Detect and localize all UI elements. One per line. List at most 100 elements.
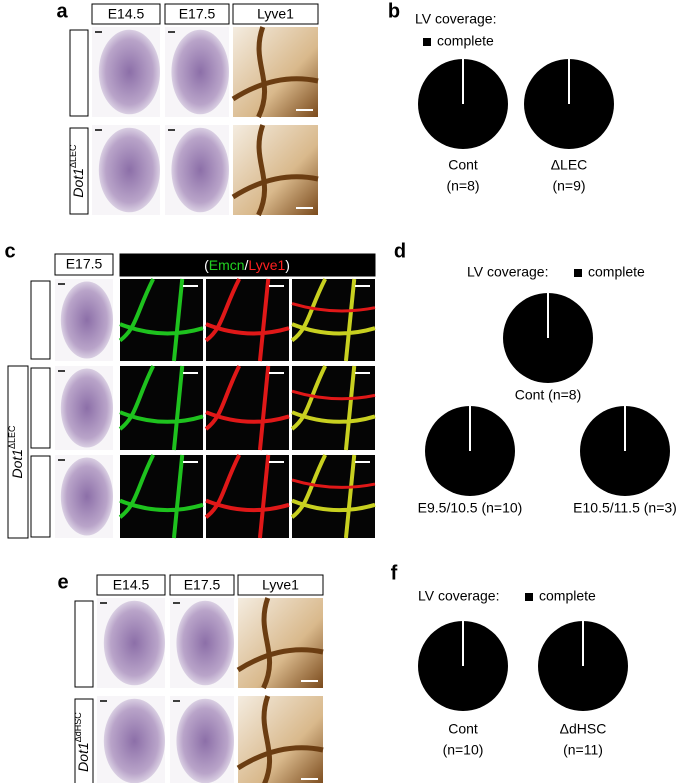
micrograph — [55, 455, 113, 538]
micrograph — [290, 454, 376, 539]
stain-separator: / — [245, 257, 249, 273]
micrograph — [290, 365, 376, 451]
box — [7, 365, 29, 539]
embryo — [103, 600, 165, 686]
box — [119, 253, 376, 277]
micrograph — [118, 278, 204, 362]
embryo — [171, 127, 229, 213]
image-bg — [292, 279, 375, 361]
superscript: ΔLEC — [68, 144, 78, 168]
embryo — [98, 127, 160, 213]
box — [237, 574, 324, 596]
vessel — [204, 454, 290, 539]
superscript: ΔdHSC — [73, 712, 83, 743]
image-bg — [238, 598, 323, 688]
column-header: E17.5 — [66, 256, 103, 272]
micrograph — [97, 696, 165, 783]
image-bg — [292, 366, 375, 450]
embryo — [60, 281, 113, 359]
vessel — [291, 478, 376, 489]
micrograph — [97, 598, 165, 688]
image-bg — [120, 279, 203, 361]
column-header: E14.5 — [113, 577, 150, 593]
vessel — [290, 278, 376, 362]
image-bg — [206, 366, 289, 450]
vessel — [204, 365, 290, 451]
vessel — [290, 365, 376, 451]
pie-n: (n=11) — [563, 742, 603, 758]
box — [54, 253, 114, 276]
micrograph — [92, 125, 160, 215]
panel-letter: b — [388, 0, 400, 22]
column-header: E17.5 — [184, 577, 221, 593]
pie-label: Cont — [448, 721, 478, 737]
micrograph — [165, 27, 229, 117]
box — [74, 600, 94, 688]
embryo — [98, 29, 160, 115]
micrograph — [231, 26, 319, 119]
image-bg — [233, 27, 318, 117]
pie-n: (n=9) — [552, 178, 585, 194]
vessel — [231, 26, 319, 119]
pie-n: (n=8) — [446, 178, 479, 194]
legend-item: complete — [588, 264, 645, 280]
row-label: Dot1ΔdHSC — [73, 712, 90, 772]
stain-open: ( — [204, 257, 209, 273]
embryo — [176, 600, 234, 686]
stain-header: (Emcn/Lyve1) — [204, 257, 290, 273]
box — [30, 367, 51, 449]
vessel — [291, 389, 376, 401]
gene-name: Dot1 — [9, 449, 25, 479]
gene-name: Dot1 — [75, 742, 91, 772]
image-bg — [120, 366, 203, 450]
image-bg — [233, 125, 318, 215]
row-label: Dot1ΔLEC — [68, 144, 85, 198]
pie-label: Cont (n=8) — [515, 387, 582, 403]
stain-close: ) — [285, 257, 290, 273]
micrograph — [170, 598, 234, 688]
vessel — [291, 302, 376, 313]
panel-letter: d — [394, 240, 406, 262]
micrograph — [118, 365, 204, 451]
embryo — [60, 457, 113, 536]
gene-name: Dot1 — [70, 168, 86, 198]
micrograph — [236, 597, 324, 690]
image-bg — [238, 696, 323, 783]
legend-item: complete — [539, 588, 596, 604]
stain-first: Emcn — [209, 257, 245, 273]
column-header: E17.5 — [179, 6, 216, 22]
legend-swatch — [574, 269, 582, 277]
panel-letter: a — [56, 0, 68, 22]
box — [30, 455, 51, 538]
micrograph — [55, 366, 113, 450]
box — [30, 280, 51, 360]
vessel — [236, 695, 324, 783]
box — [96, 574, 166, 596]
vessel — [204, 278, 290, 362]
panel-letter: c — [4, 240, 15, 262]
box — [74, 698, 94, 783]
legend-title: LV coverage: — [467, 264, 548, 280]
panel-letter: f — [391, 562, 398, 584]
pie-label: E9.5/10.5 (n=10) — [418, 500, 523, 516]
box — [69, 29, 89, 117]
micrograph — [236, 695, 324, 783]
vessel — [118, 454, 204, 539]
embryo — [176, 698, 234, 783]
micrograph — [165, 125, 229, 215]
column-header: Lyve1 — [262, 577, 299, 593]
micrograph — [204, 454, 290, 539]
pie-n: (n=10) — [443, 742, 484, 758]
legend-swatch — [423, 38, 431, 46]
superscript: ΔLEC — [7, 425, 17, 449]
image-bg — [206, 279, 289, 361]
embryo — [103, 698, 165, 783]
vessel — [290, 454, 376, 539]
row-label: Dot1ΔLEC — [7, 425, 24, 479]
column-header: Lyve1 — [257, 6, 294, 22]
vessel — [118, 278, 204, 362]
micrograph — [231, 124, 319, 217]
panel-letter: e — [57, 571, 68, 593]
box — [91, 3, 161, 25]
vessel — [231, 124, 319, 217]
